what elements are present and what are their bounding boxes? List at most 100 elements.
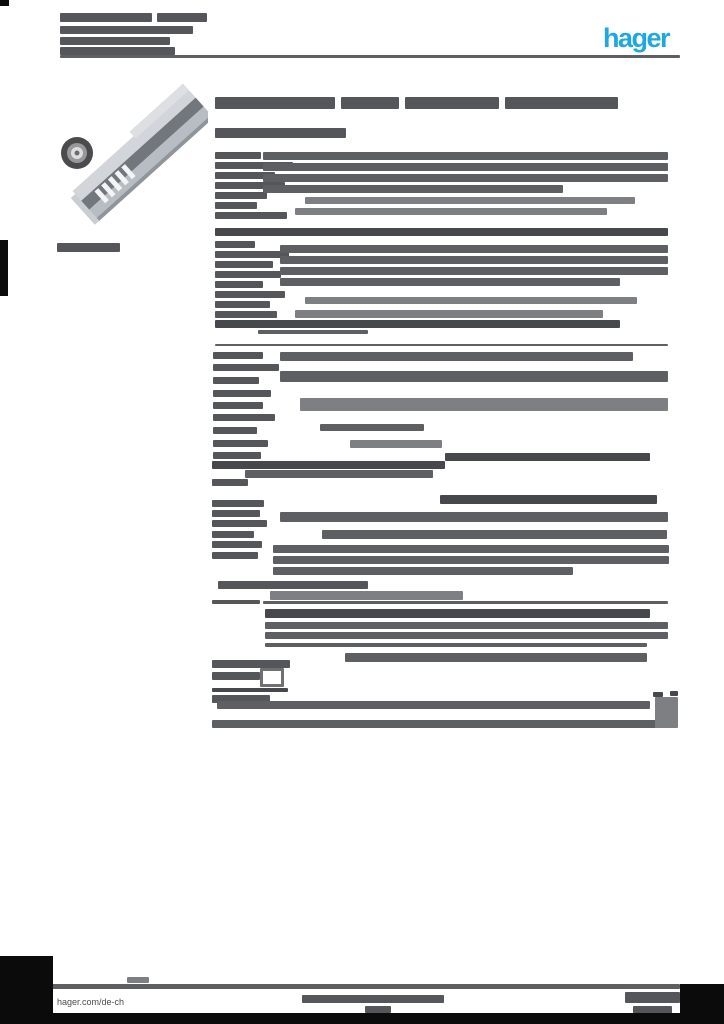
spec-label-bar xyxy=(215,301,270,308)
spec-value-bar xyxy=(280,371,668,382)
spec-value-bar xyxy=(280,256,668,264)
spec-value-bar xyxy=(263,185,563,193)
spec-label-bar xyxy=(213,440,268,447)
spec-row-bar xyxy=(212,461,445,469)
separator-line xyxy=(215,344,668,346)
spec-label-bar xyxy=(213,364,279,371)
header-line-bar xyxy=(60,47,175,55)
edge-mark xyxy=(0,1013,724,1024)
spec-row-bar xyxy=(440,495,657,504)
spec-label-bar xyxy=(213,402,263,409)
footer-url-link[interactable]: hager.com/de-ch xyxy=(57,996,128,1010)
footer-right-text-bar xyxy=(633,1006,672,1014)
spec-label-bar xyxy=(212,479,248,486)
spec-label-bar xyxy=(212,688,288,692)
spec-label-bar xyxy=(215,152,261,159)
spec-label-bar xyxy=(212,695,270,703)
approval-mark xyxy=(655,697,678,728)
footer-rule xyxy=(48,984,680,989)
spec-label-bar xyxy=(215,241,255,248)
edge-mark xyxy=(0,956,53,1024)
spec-value-bar xyxy=(265,622,668,629)
header-line-bar xyxy=(157,13,207,22)
spec-value-bar xyxy=(322,530,667,539)
header-line-bar xyxy=(60,37,170,45)
header-rule xyxy=(60,55,680,58)
spec-value-bar xyxy=(305,297,637,304)
tape-roll-icon xyxy=(61,137,93,169)
spec-value-bar xyxy=(305,197,635,204)
spec-label-bar xyxy=(212,672,260,680)
spec-label-bar xyxy=(215,251,289,258)
footer-right-text-bar xyxy=(625,992,680,1003)
approval-mark xyxy=(653,692,663,697)
edge-mark xyxy=(0,240,8,296)
product-image xyxy=(61,83,208,225)
product-title-bar xyxy=(215,97,335,109)
spec-value-bar xyxy=(295,310,603,318)
spec-label-bar xyxy=(215,311,277,318)
spec-label-bar xyxy=(212,660,290,668)
spec-label-bar xyxy=(212,531,254,538)
spec-value-bar xyxy=(263,163,668,171)
spec-label-bar xyxy=(213,377,259,384)
spec-value-bar xyxy=(245,470,433,478)
approval-mark xyxy=(670,691,678,696)
spec-value-bar xyxy=(295,208,607,215)
product-title-bar xyxy=(341,97,399,109)
spec-label-bar xyxy=(218,581,368,589)
spec-label-bar xyxy=(212,600,260,604)
edge-mark xyxy=(0,0,9,6)
spec-value-bar xyxy=(345,653,647,662)
header-line-bar xyxy=(60,26,193,34)
spec-label-bar xyxy=(215,291,285,298)
spec-label-bar xyxy=(213,414,275,421)
spec-row-bar xyxy=(215,320,620,328)
spec-value-bar xyxy=(280,352,633,361)
product-ref-bar xyxy=(57,243,120,252)
spec-label-bar xyxy=(215,182,285,189)
spec-label-bar xyxy=(212,510,260,517)
spec-value-bar xyxy=(217,701,650,709)
spec-label-bar xyxy=(212,500,264,507)
spec-label-bar xyxy=(212,552,258,559)
spec-value-bar xyxy=(280,512,668,522)
spec-value-bar xyxy=(280,245,668,253)
spec-value-bar xyxy=(270,591,463,600)
spec-row-bar xyxy=(265,609,650,618)
spec-value-bar xyxy=(300,398,668,411)
spec-label-bar xyxy=(215,202,257,209)
spec-value-bar xyxy=(320,424,424,431)
separator-line xyxy=(263,601,668,604)
spec-value-bar xyxy=(212,720,658,728)
product-title-bar xyxy=(405,97,499,109)
spec-label-bar xyxy=(215,192,267,199)
spec-row-bar xyxy=(445,453,650,461)
spec-label-bar xyxy=(213,352,263,359)
spec-value-bar xyxy=(273,567,573,575)
spec-label-bar xyxy=(215,281,263,288)
separator-comb xyxy=(94,164,136,204)
spec-value-bar xyxy=(265,632,668,639)
section-heading-bar xyxy=(215,128,346,138)
spec-label-bar xyxy=(213,452,261,459)
hager-logo: hager xyxy=(602,23,671,53)
spec-label-bar xyxy=(212,541,262,548)
spec-label-bar xyxy=(213,427,257,434)
pictogram-icon xyxy=(260,668,284,687)
spec-value-bar xyxy=(273,556,669,564)
footer-text-bar xyxy=(127,977,149,983)
spec-row-bar xyxy=(215,228,668,236)
spec-label-bar xyxy=(215,261,273,268)
edge-mark xyxy=(680,984,724,1024)
separator-line xyxy=(265,643,647,647)
header-line-bar xyxy=(60,13,152,22)
spec-value-bar xyxy=(350,440,442,448)
spec-label-bar xyxy=(215,172,275,179)
product-title-bar xyxy=(505,97,618,109)
spec-label-bar xyxy=(213,390,271,397)
spec-label-bar xyxy=(215,162,293,169)
spec-value-bar xyxy=(273,545,669,553)
footer-center-text-bar xyxy=(302,995,444,1003)
